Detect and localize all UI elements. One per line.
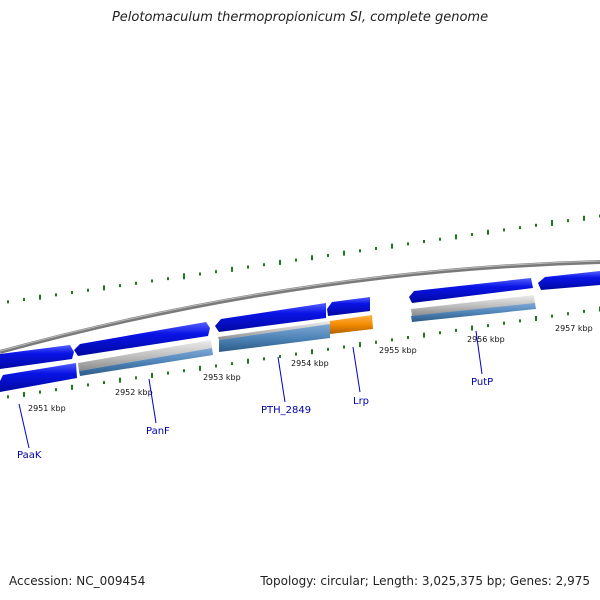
reverse-strand-features — [0, 295, 536, 392]
kbp-tick-label: 2952 kbp — [115, 388, 153, 397]
gc-skew-track-outer — [7, 214, 600, 304]
kbp-tick-label: 2955 kbp — [379, 346, 417, 355]
gene-label-paak[interactable]: PaaK — [17, 450, 42, 461]
kbp-scale: 2951 kbp 2952 kbp 2953 kbp 2954 kbp 2955… — [28, 324, 593, 413]
highlight-feature[interactable] — [330, 315, 373, 334]
gene-arrow[interactable] — [409, 278, 533, 303]
gc-skew-track-inner — [7, 306, 600, 399]
map-title: Pelotomaculum thermopropionicum SI, comp… — [111, 10, 489, 25]
gene-arrow[interactable] — [215, 303, 326, 332]
leader-line — [18, 403, 30, 449]
accession-text: Accession: NC_009454 — [9, 574, 146, 588]
gene-label-panf[interactable]: PanF — [146, 426, 170, 437]
kbp-tick-label: 2951 kbp — [28, 404, 66, 413]
gene-label-lrp[interactable]: Lrp — [353, 396, 369, 407]
cds-feature[interactable] — [79, 348, 213, 376]
gene-label-pth-2849[interactable]: PTH_2849 — [261, 405, 311, 416]
kbp-tick-label: 2957 kbp — [555, 324, 593, 333]
topology-text: Topology: circular; Length: 3,025,375 bp… — [260, 574, 590, 588]
gene-arrow[interactable] — [327, 297, 370, 316]
leader-line — [475, 330, 483, 375]
cds-feature[interactable] — [219, 324, 330, 352]
gene-arrow[interactable] — [74, 322, 210, 356]
gene-arrow[interactable] — [0, 345, 74, 369]
leader-line — [148, 378, 157, 424]
rna-feature[interactable] — [78, 340, 212, 371]
genome-backbone — [0, 260, 600, 354]
gene-arrow[interactable] — [538, 271, 600, 290]
leader-line — [277, 356, 286, 403]
leader-line — [352, 346, 361, 393]
kbp-tick-label: 2956 kbp — [467, 335, 505, 344]
rna-feature[interactable] — [411, 295, 535, 316]
kbp-tick-label: 2953 kbp — [203, 373, 241, 382]
cds-feature[interactable] — [411, 303, 536, 322]
kbp-tick-label: 2954 kbp — [291, 359, 329, 368]
gene-arrow[interactable] — [0, 363, 77, 392]
gene-labels: PaaK PanF PTH_2849 Lrp PutP — [17, 377, 493, 461]
gene-label-leaders — [18, 330, 483, 449]
gene-label-putp[interactable]: PutP — [471, 377, 493, 388]
forward-strand-genes — [0, 271, 600, 369]
genome-backbone-highlight — [0, 260, 600, 352]
rna-feature[interactable] — [218, 321, 330, 340]
